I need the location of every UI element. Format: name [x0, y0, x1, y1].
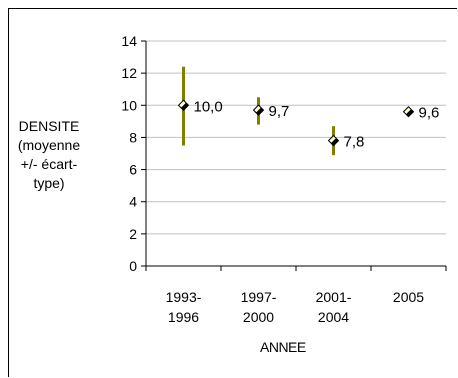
y-tick-label: 10 — [121, 97, 137, 113]
data-point-marker-shade — [331, 138, 339, 146]
data-label: 7,8 — [344, 134, 365, 151]
x-tick-label: 2000 — [243, 309, 274, 325]
x-tick-label: 2005 — [393, 289, 424, 305]
x-tick-label: 2001- — [316, 289, 352, 305]
x-tick-label: 1993- — [166, 289, 202, 305]
y-tick-label: 12 — [121, 65, 137, 81]
y-axis-title: DENSITE (moyenne +/- écart- type) — [14, 117, 84, 193]
data-label: 10,0 — [194, 98, 223, 115]
y-tick-label: 8 — [129, 129, 137, 145]
y-axis-title-line: (moyenne — [17, 137, 81, 153]
data-point-marker-shade — [406, 109, 414, 117]
y-axis-title-line: type) — [33, 175, 65, 191]
y-axis-title-line: +/- écart- — [20, 156, 78, 172]
chart-frame — [8, 8, 457, 377]
y-axis-title-line: DENSITE — [18, 118, 80, 134]
data-label: 9,6 — [419, 105, 440, 122]
y-tick-label: 4 — [129, 194, 137, 210]
x-tick-label: 1996 — [168, 309, 199, 325]
y-tick-label: 2 — [129, 226, 137, 242]
y-tick-label: 6 — [129, 162, 137, 178]
data-point-marker-shade — [181, 102, 189, 111]
x-tick-label: 2004 — [318, 309, 349, 325]
x-tick-label: 1997- — [241, 289, 277, 305]
data-point-marker-shade — [256, 107, 264, 116]
data-label: 9,7 — [269, 103, 290, 120]
y-tick-label: 14 — [121, 33, 137, 49]
y-tick-label: 0 — [129, 258, 137, 274]
x-axis-title: ANNEE — [260, 339, 306, 355]
